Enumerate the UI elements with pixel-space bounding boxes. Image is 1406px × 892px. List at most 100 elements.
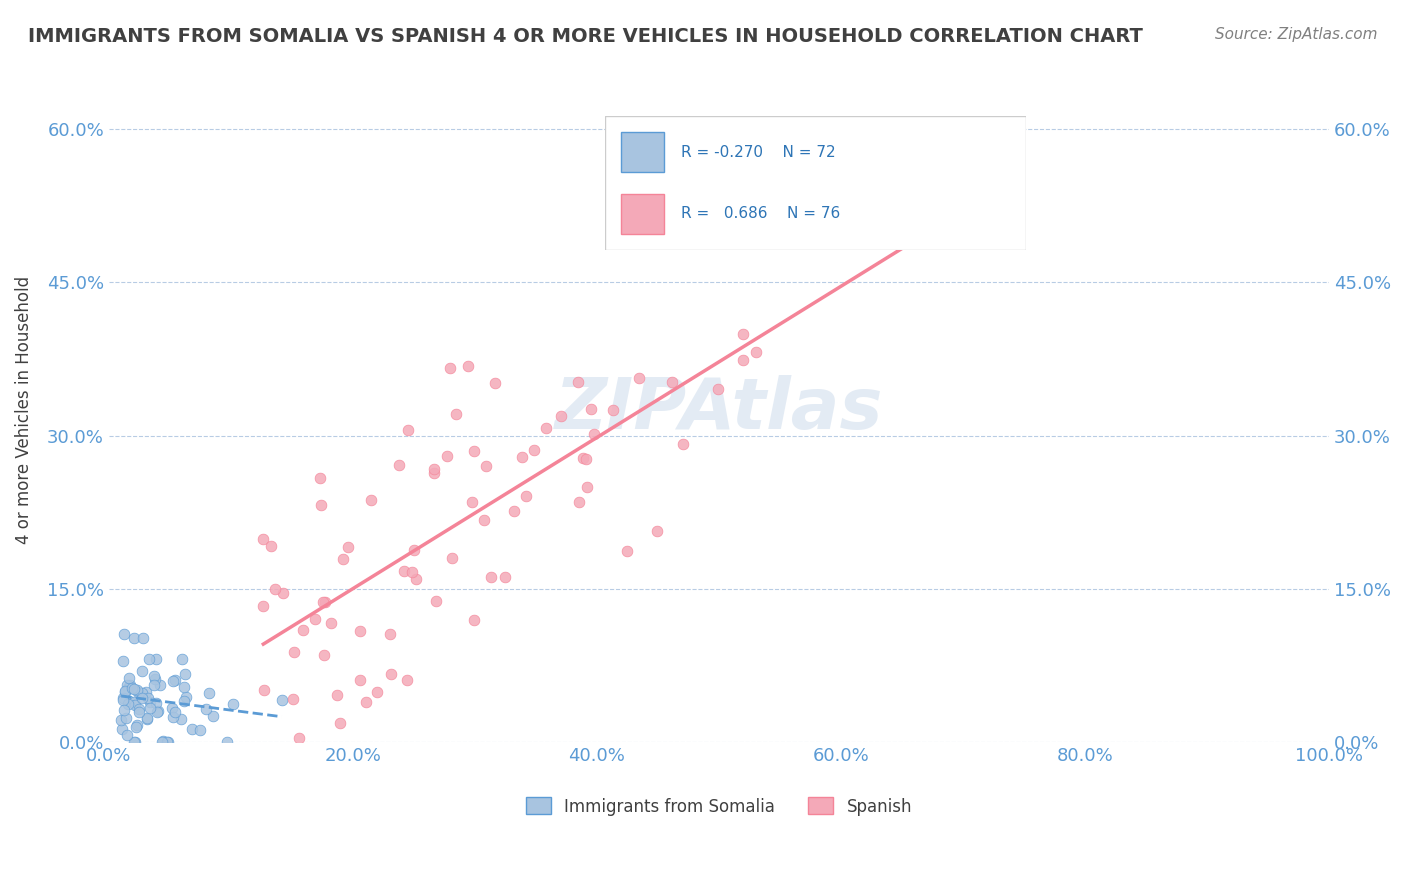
Point	[396, 423, 419, 437]
Text: IMMIGRANTS FROM SOMALIA VS SPANISH 4 OR MORE VEHICLES IN HOUSEHOLD CORRELATION C: IMMIGRANTS FROM SOMALIA VS SPANISH 4 OR …	[28, 27, 1143, 45]
Point	[425, 593, 447, 607]
Point	[616, 544, 638, 558]
Point	[463, 444, 485, 458]
Point	[401, 565, 423, 579]
Point	[118, 694, 141, 708]
Point	[388, 458, 411, 472]
Legend: Immigrants from Somalia, Spanish: Immigrants from Somalia, Spanish	[519, 790, 918, 822]
Point	[122, 631, 145, 645]
Point	[131, 665, 153, 679]
Point	[354, 695, 377, 709]
Point	[252, 599, 274, 613]
Point	[118, 671, 141, 685]
Point	[115, 728, 138, 742]
Point	[661, 376, 683, 390]
Point	[402, 543, 425, 558]
Point	[162, 710, 184, 724]
Point	[181, 723, 204, 737]
Point	[150, 735, 173, 749]
Point	[146, 704, 169, 718]
Point	[127, 718, 149, 732]
Point	[326, 689, 349, 703]
Point	[550, 409, 572, 423]
Point	[110, 713, 132, 727]
Point	[125, 720, 148, 734]
Point	[117, 697, 139, 711]
Point	[366, 685, 388, 699]
Point	[444, 408, 467, 422]
Point	[128, 705, 150, 719]
Point	[195, 702, 218, 716]
Point	[337, 540, 360, 554]
Point	[142, 678, 165, 692]
Point	[731, 353, 754, 368]
Point	[494, 570, 516, 584]
Point	[145, 697, 167, 711]
Point	[162, 674, 184, 689]
Point	[287, 731, 309, 745]
Point	[120, 678, 142, 692]
Point	[392, 564, 415, 578]
Point	[173, 694, 195, 708]
Point	[111, 690, 134, 705]
Point	[472, 513, 495, 527]
Point	[156, 735, 179, 749]
Point	[436, 449, 458, 463]
Point	[628, 371, 651, 385]
Point	[174, 667, 197, 681]
Point	[124, 698, 146, 712]
Text: R =   0.686    N = 76: R = 0.686 N = 76	[681, 206, 839, 221]
Point	[291, 624, 314, 638]
Point	[707, 382, 730, 396]
Point	[502, 504, 524, 518]
Point	[879, 172, 901, 186]
Point	[319, 615, 342, 630]
Point	[523, 443, 546, 458]
Point	[125, 683, 148, 698]
Point	[114, 684, 136, 698]
Point	[252, 533, 274, 547]
Point	[901, 212, 924, 227]
Point	[124, 735, 146, 749]
Point	[312, 648, 335, 662]
Point	[136, 711, 159, 725]
Point	[575, 480, 598, 494]
Point	[170, 712, 193, 726]
Point	[733, 326, 755, 341]
FancyBboxPatch shape	[605, 116, 1026, 250]
Point	[314, 594, 336, 608]
Point	[380, 666, 402, 681]
Point	[645, 524, 668, 539]
Point	[124, 682, 146, 697]
Point	[128, 702, 150, 716]
Point	[131, 685, 153, 699]
Point	[575, 452, 598, 467]
Point	[121, 681, 143, 695]
FancyBboxPatch shape	[621, 194, 664, 234]
Point	[572, 451, 595, 466]
Point	[380, 627, 402, 641]
Point	[311, 595, 333, 609]
Point	[111, 654, 134, 668]
Point	[475, 458, 498, 473]
Text: ZIPAtlas: ZIPAtlas	[555, 376, 883, 444]
Point	[582, 427, 605, 442]
Point	[139, 700, 162, 714]
Point	[304, 612, 326, 626]
Point	[405, 572, 427, 586]
Point	[117, 681, 139, 695]
Point	[114, 685, 136, 699]
Point	[309, 471, 332, 485]
Y-axis label: 4 or more Vehicles in Household: 4 or more Vehicles in Household	[15, 276, 32, 544]
Point	[271, 586, 294, 600]
Point	[148, 678, 170, 692]
Point	[328, 715, 350, 730]
Point	[457, 359, 479, 374]
Point	[136, 713, 159, 727]
Point	[156, 735, 179, 749]
Point	[143, 672, 166, 686]
Point	[423, 466, 446, 480]
Point	[579, 402, 602, 417]
Point	[349, 624, 371, 638]
Point	[114, 627, 136, 641]
